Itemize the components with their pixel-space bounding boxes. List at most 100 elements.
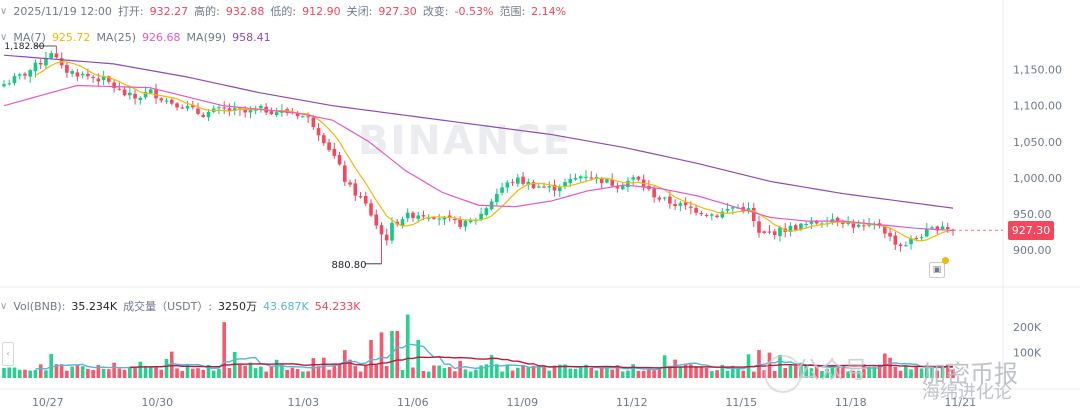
- volume-bar: [75, 364, 80, 378]
- collapse-handle[interactable]: ‹: [2, 342, 14, 366]
- candle-body: [17, 74, 22, 76]
- volume-bar: [594, 370, 599, 378]
- candle-body: [322, 135, 326, 144]
- candle-body: [531, 182, 536, 189]
- candle-body: [190, 105, 195, 108]
- volume-bar: [248, 362, 253, 378]
- candle-body: [699, 213, 704, 215]
- candle-body: [835, 217, 840, 221]
- volume-bar: [217, 369, 221, 378]
- candle-body: [678, 203, 683, 206]
- volume-bar: [112, 362, 116, 378]
- volume-bar: [851, 370, 856, 378]
- candle-body: [91, 76, 95, 78]
- candle-body: [363, 195, 368, 204]
- volume-bar: [557, 364, 562, 378]
- volume-bar: [563, 364, 567, 378]
- candle-body: [720, 211, 725, 218]
- candle-body: [122, 89, 127, 96]
- volume-bar: [390, 331, 394, 378]
- candle-body: [217, 107, 221, 109]
- candle-body: [133, 93, 137, 99]
- candle-body: [453, 219, 457, 221]
- volume-bar: [264, 371, 268, 378]
- volume-bar: [91, 369, 95, 378]
- candle-body: [274, 112, 279, 116]
- volume-bar: [940, 367, 945, 378]
- candle-body: [54, 53, 59, 58]
- live-dot-icon: [942, 257, 949, 264]
- scroll-to-latest-button[interactable]: ▣: [929, 262, 945, 278]
- volume-bar: [337, 364, 342, 378]
- candle-body: [689, 206, 693, 208]
- candle-body: [159, 98, 164, 101]
- candle-body: [584, 176, 588, 178]
- candle-body: [668, 196, 672, 204]
- chevron-down-icon[interactable]: ∨: [0, 300, 8, 312]
- candle-body: [631, 177, 635, 180]
- volume-bar: [856, 370, 861, 378]
- date-tick-label: 11/15: [725, 396, 757, 409]
- volume-bar: [841, 365, 845, 378]
- vol-ma1-value: 43.687K: [263, 299, 309, 313]
- volume-bar: [641, 370, 646, 378]
- volume-bar: [463, 369, 468, 378]
- candle-body: [814, 221, 819, 224]
- volume-bar: [70, 366, 74, 378]
- volume-bar: [725, 370, 730, 378]
- price-tick-label: 1,100.00: [1013, 100, 1062, 113]
- candle-body: [143, 92, 148, 98]
- candle-body: [117, 88, 122, 90]
- volume-bar: [358, 371, 363, 378]
- candle-body: [70, 71, 74, 74]
- volume-bar: [904, 365, 908, 378]
- volume-bar: [143, 366, 148, 378]
- chevron-down-icon[interactable]: ∨: [0, 32, 8, 43]
- volume-bar: [101, 368, 106, 378]
- volume-bar: [2, 367, 6, 378]
- ma25-line: [3, 84, 954, 232]
- chevron-down-icon[interactable]: ∨: [0, 5, 8, 17]
- candle-body: [898, 244, 903, 247]
- volume-bar: [185, 365, 190, 378]
- candle-body: [883, 227, 887, 234]
- turnover-value: 3250万: [218, 300, 258, 313]
- candle-body: [904, 245, 908, 247]
- volume-bar: [872, 366, 877, 378]
- candle-body: [101, 76, 106, 81]
- candle-body: [38, 63, 43, 65]
- volume-bar: [211, 370, 216, 378]
- candle-body: [573, 177, 578, 180]
- volume-bar: [474, 369, 478, 378]
- candle-body: [662, 197, 667, 199]
- high-value: 932.88: [225, 4, 265, 18]
- candle-body: [306, 116, 310, 118]
- volume-bar: [715, 370, 719, 378]
- volume-bar: [17, 369, 22, 378]
- min-price-label: 880.80: [332, 260, 367, 271]
- ohlc-header: ∨ 2025/11/19 12:00 打开: 932.27 高的: 932.88…: [0, 3, 572, 19]
- volume-bar: [610, 369, 614, 378]
- candle-body: [353, 183, 358, 196]
- candle-body: [552, 184, 557, 191]
- candle-body: [295, 113, 300, 117]
- candle-body: [311, 117, 316, 128]
- candle-body: [112, 82, 116, 89]
- candle-body: [589, 177, 594, 179]
- volume-bar: [23, 369, 27, 378]
- candle-body: [80, 73, 85, 76]
- candle-body: [169, 99, 174, 104]
- candle-body: [914, 237, 919, 239]
- volume-bar: [332, 364, 337, 378]
- volume-tick-label: 100K: [1013, 347, 1042, 360]
- close-value: 927.30: [378, 4, 417, 18]
- volume-bar: [552, 365, 557, 378]
- candle-body: [757, 221, 761, 233]
- volume-bar: [531, 365, 536, 378]
- vol-value: 35.234K: [71, 299, 118, 313]
- candle-body: [96, 78, 101, 82]
- last-price-badge: 927.30: [1008, 220, 1054, 240]
- candle-body: [610, 179, 614, 186]
- volume-bar: [678, 366, 683, 378]
